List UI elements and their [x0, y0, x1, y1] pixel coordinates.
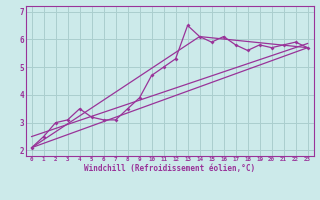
X-axis label: Windchill (Refroidissement éolien,°C): Windchill (Refroidissement éolien,°C) [84, 164, 255, 173]
